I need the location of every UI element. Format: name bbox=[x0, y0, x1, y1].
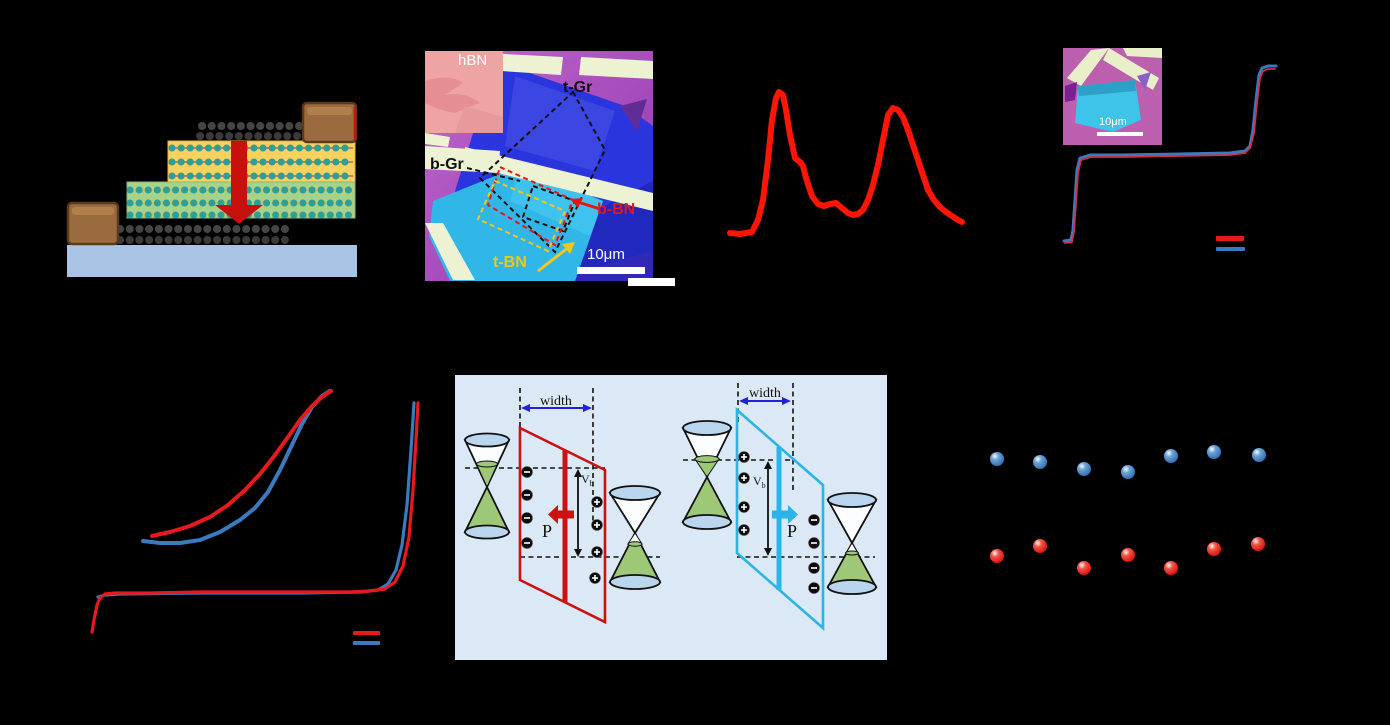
vb-arrow-right bbox=[764, 461, 772, 556]
cyan-barrier-parallelogram bbox=[735, 407, 825, 631]
red-double-peak-curve bbox=[727, 89, 965, 237]
red-spheres-point bbox=[1077, 561, 1091, 575]
width-label-right: width bbox=[749, 386, 781, 401]
inset-dark-flake bbox=[1065, 82, 1077, 102]
lower-red-curve bbox=[90, 401, 420, 634]
flake-outlines bbox=[466, 90, 607, 254]
red-sweep-curve bbox=[1064, 68, 1276, 244]
blue-flake-light bbox=[505, 76, 615, 171]
dirac-cone bbox=[608, 485, 662, 590]
legend-blue-swatch bbox=[353, 641, 380, 645]
red-spheres-point bbox=[1251, 537, 1265, 551]
left-electrode bbox=[66, 201, 120, 246]
p-label-left: P bbox=[542, 521, 552, 541]
inset-scale-label: 10μm bbox=[1099, 116, 1127, 128]
width-arrow-left bbox=[521, 404, 592, 412]
top-graphene-layers bbox=[196, 122, 309, 140]
dirac-cone bbox=[681, 420, 733, 530]
panel-b-optical-micrograph: hBN t-Gr b-Gr b-BN t-BN 10μm bbox=[425, 51, 653, 281]
blue-sweep-curve bbox=[1062, 64, 1278, 243]
red-spheres-point bbox=[1033, 539, 1047, 553]
blue-spheres-point bbox=[1077, 462, 1091, 476]
b-gr-label: b-Gr bbox=[430, 156, 464, 173]
b-bn-label: b-BN bbox=[597, 201, 636, 218]
white-strip bbox=[628, 278, 675, 286]
blue-spheres-point bbox=[1207, 445, 1221, 459]
panel-e-transfer-chart bbox=[90, 389, 420, 634]
width-label-left: width bbox=[540, 394, 572, 409]
positive-charges bbox=[738, 451, 750, 536]
width-arrow-right bbox=[739, 397, 791, 405]
blue-spheres-point bbox=[1121, 465, 1135, 479]
inset-cyan-flake bbox=[1075, 80, 1141, 132]
t-bn-label: t-BN bbox=[493, 254, 527, 271]
t-gr-label: t-Gr bbox=[563, 79, 593, 96]
bbn-arrow bbox=[570, 198, 601, 211]
blue-spheres-point bbox=[1252, 448, 1266, 462]
upper-red-curve bbox=[150, 389, 333, 538]
dirac-cone bbox=[826, 492, 878, 595]
panel-f-band-diagram: width width P P Vb Vb bbox=[455, 375, 887, 660]
tbn-atom-rows bbox=[168, 144, 357, 180]
polarization-right-arrow bbox=[772, 505, 798, 524]
red-barrier-parallelogram bbox=[518, 425, 607, 625]
dark-purple-triangle bbox=[620, 99, 647, 131]
cyan-flake-light bbox=[510, 166, 603, 236]
polarization-left-arrow bbox=[548, 505, 574, 524]
panel-d-inset-micrograph: 10μm bbox=[1063, 48, 1162, 145]
legend-red-swatch bbox=[1216, 236, 1244, 241]
substrate bbox=[67, 245, 357, 277]
vb-label-left: Vb bbox=[581, 472, 594, 488]
upper-blue-curve bbox=[141, 389, 332, 545]
polarization-down-arrow bbox=[215, 141, 263, 224]
panel-a-device-schematic bbox=[66, 101, 358, 277]
negative-charges bbox=[808, 514, 820, 594]
legend-red-swatch bbox=[353, 631, 380, 635]
dirac-cone bbox=[463, 432, 511, 540]
legend-blue-swatch bbox=[1216, 247, 1245, 251]
blue-spheres-point bbox=[990, 452, 1004, 466]
red-spheres-point bbox=[1121, 548, 1135, 562]
right-electrode bbox=[301, 101, 358, 144]
negative-charges bbox=[521, 466, 533, 549]
inset-graphics bbox=[1063, 48, 1162, 145]
lower-blue-curve bbox=[96, 401, 416, 599]
p-label-right: P bbox=[787, 521, 797, 541]
blue-spheres-point bbox=[1164, 449, 1178, 463]
vb-label-right: Vb bbox=[753, 474, 766, 490]
positive-charges bbox=[589, 496, 603, 584]
scale-bar-label: 10μm bbox=[587, 246, 625, 263]
hbn-label: hBN bbox=[458, 52, 488, 69]
inset-lilac-flake bbox=[1137, 72, 1151, 90]
red-spheres-point bbox=[990, 549, 1004, 563]
micrograph-graphics bbox=[425, 51, 653, 281]
bottom-graphene-layers bbox=[116, 225, 294, 244]
electrodes bbox=[425, 54, 653, 280]
red-spheres-point bbox=[1207, 542, 1221, 556]
tbn-arrow bbox=[537, 242, 575, 273]
hbn-inset-image bbox=[425, 51, 503, 133]
band-diagram-graphics: width width P P Vb Vb bbox=[463, 383, 878, 631]
panel-g-scatter-chart bbox=[990, 445, 1266, 575]
inset-scale-bar bbox=[1097, 132, 1143, 136]
blue-spheres-point bbox=[1033, 455, 1047, 469]
panel-d-hysteresis-chart bbox=[1062, 64, 1278, 244]
vb-arrow-left bbox=[574, 469, 582, 557]
panel-c-line-profile-chart bbox=[727, 89, 965, 237]
scale-bar bbox=[577, 267, 645, 274]
red-spheres-point bbox=[1164, 561, 1178, 575]
